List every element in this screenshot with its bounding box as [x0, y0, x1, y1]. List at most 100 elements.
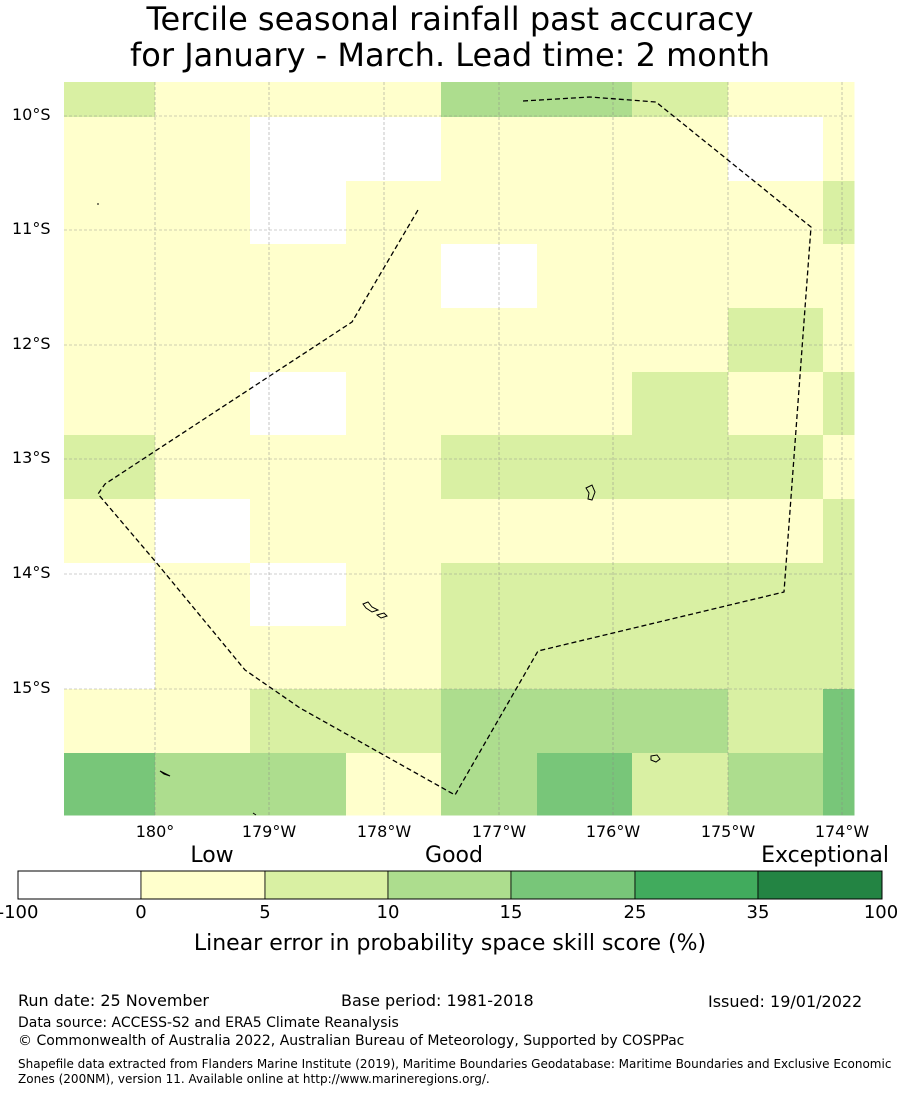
grid-cell: [441, 117, 538, 182]
grid-cell: [441, 372, 538, 436]
grid-cell: [250, 563, 347, 627]
grid-cell: [441, 244, 538, 309]
grid-cell: [823, 244, 855, 309]
grid-cell: [632, 82, 729, 118]
grid-cell: [155, 308, 251, 373]
colorbar-segment: [510, 870, 636, 900]
grid-cell: [441, 435, 538, 500]
grid-cell: [155, 82, 251, 118]
grid-cell: [155, 626, 251, 690]
grid-cell: [823, 117, 855, 182]
grid-cell: [728, 372, 824, 436]
grid-cell: [250, 372, 347, 436]
base-period: Base period: 1981-2018: [341, 991, 534, 1010]
islands: [97, 203, 661, 816]
grid-cell: [441, 689, 538, 754]
category-exceptional: Exceptional: [761, 843, 889, 868]
lat-label: 13°S: [12, 448, 51, 467]
grid-cell: [537, 563, 633, 627]
grid-cell: [155, 181, 251, 245]
grid-cell: [250, 308, 347, 373]
grid-cell: [250, 753, 347, 816]
grid-cell: [632, 244, 729, 309]
colorbar-tick: 5: [259, 902, 271, 923]
colorbar-tick: 15: [499, 902, 523, 923]
grid-cell: [823, 689, 855, 754]
colorbar-tick: -100: [0, 902, 39, 923]
grid-cell: [346, 626, 442, 690]
grid-cell: [155, 689, 251, 754]
colorbar-segment: [634, 870, 759, 900]
lon-label: 180°: [135, 822, 175, 841]
grid-cell: [537, 626, 633, 690]
grid-cell: [64, 181, 156, 245]
grid-cell: [823, 308, 855, 373]
grid-cell: [346, 117, 442, 182]
skill-grid-cells: [64, 82, 855, 816]
island-shape: [159, 770, 171, 777]
lon-label: 179°W: [241, 822, 297, 841]
grid-cell: [250, 689, 347, 754]
lon-label: 174°W: [814, 822, 870, 841]
island-shape: [375, 612, 388, 619]
category-good: Good: [425, 843, 483, 868]
grid-cell: [537, 753, 633, 816]
grid-cell: [632, 435, 729, 500]
grid-cell: [64, 499, 156, 564]
colorbar-segment: [17, 870, 142, 900]
grid-cell: [823, 626, 855, 690]
colorbar-tick: 100: [863, 902, 899, 923]
grid-cell: [441, 82, 538, 118]
grid-cell: [155, 435, 251, 500]
grid-cell: [346, 308, 442, 373]
grid-cell: [537, 181, 633, 245]
lat-label: 14°S: [12, 563, 51, 582]
grid-cell: [155, 117, 251, 182]
grid-cell: [632, 499, 729, 564]
grid-cell: [64, 626, 156, 690]
grid-cell: [728, 753, 824, 816]
grid-cell: [632, 689, 729, 754]
grid-cell: [632, 626, 729, 690]
island-shape: [585, 484, 596, 501]
colorbar-segment: [387, 870, 512, 900]
grid-cell: [728, 181, 824, 245]
colorbar-tick: 35: [746, 902, 770, 923]
grid-cell: [823, 563, 855, 627]
grid-cell: [64, 308, 156, 373]
chart-title-line1: Tercile seasonal rainfall past accuracy: [146, 0, 754, 38]
grid-cell: [250, 244, 347, 309]
grid-cell: [250, 181, 347, 245]
lat-label: 10°S: [12, 105, 51, 124]
grid-cell: [155, 372, 251, 436]
grid-cell: [823, 435, 855, 500]
grid-cell: [250, 82, 347, 118]
grid-cell: [441, 308, 538, 373]
data-source: Data source: ACCESS-S2 and ERA5 Climate …: [18, 1015, 399, 1031]
lon-label: 175°W: [700, 822, 756, 841]
grid-cell: [250, 435, 347, 500]
colorbar-frame: [17, 870, 883, 900]
grid-cell: [632, 117, 729, 182]
grid-cell: [537, 372, 633, 436]
grid-cell: [823, 753, 855, 816]
lat-label: 11°S: [12, 219, 51, 238]
grid-cell: [632, 372, 729, 436]
grid-cell: [155, 499, 251, 564]
grid-cell: [537, 499, 633, 564]
island-shape: [252, 812, 257, 816]
grid-cell: [346, 499, 442, 564]
grid-cell: [64, 563, 156, 627]
colorbar-tick: 10: [376, 902, 400, 923]
grid-cell: [728, 689, 824, 754]
grid-cell: [64, 689, 156, 754]
shapefile-credit: Shapefile data extracted from Flanders M…: [18, 1057, 892, 1086]
lat-label: 12°S: [12, 334, 51, 353]
grid-cell: [537, 308, 633, 373]
grid-cell: [728, 244, 824, 309]
grid-cell: [64, 117, 156, 182]
graticule: [64, 82, 854, 815]
grid-cell: [728, 626, 824, 690]
colorbar-segment: [264, 870, 389, 900]
grid-cell: [250, 117, 347, 182]
